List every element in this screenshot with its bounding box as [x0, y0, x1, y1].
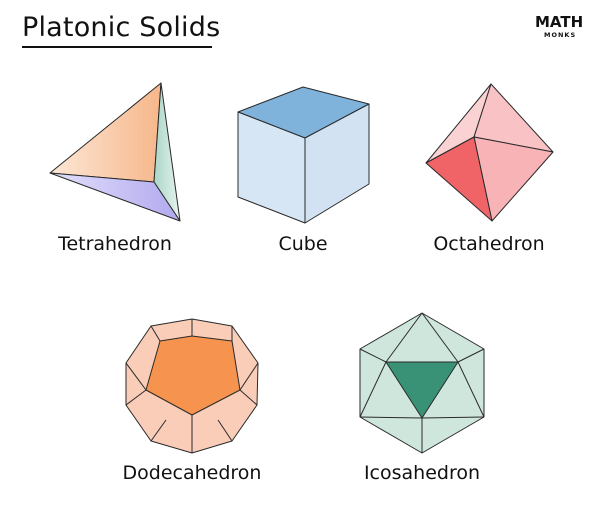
tetrahedron-face-bottom	[49, 172, 181, 222]
logo-word: MATH	[535, 13, 584, 31]
tetrahedron-label: Tetrahedron	[58, 233, 172, 255]
octahedron-face-lower-left	[425, 136, 493, 222]
octahedron-label: Octahedron	[433, 233, 545, 255]
page-title: Platonic Solids	[22, 12, 221, 43]
icosahedron-label: Icosahedron	[363, 462, 481, 484]
logo-subtext: MONKS	[544, 31, 577, 39]
cube-label: Cube	[278, 233, 328, 255]
math-monks-logo: MATH MONKS	[535, 12, 585, 46]
dodecahedron-center-face	[145, 335, 241, 416]
dodecahedron-label: Dodecahedron	[122, 462, 262, 484]
icosahedron-center-face	[385, 361, 459, 419]
cube-face-right	[304, 103, 370, 224]
title-underline	[22, 46, 212, 48]
